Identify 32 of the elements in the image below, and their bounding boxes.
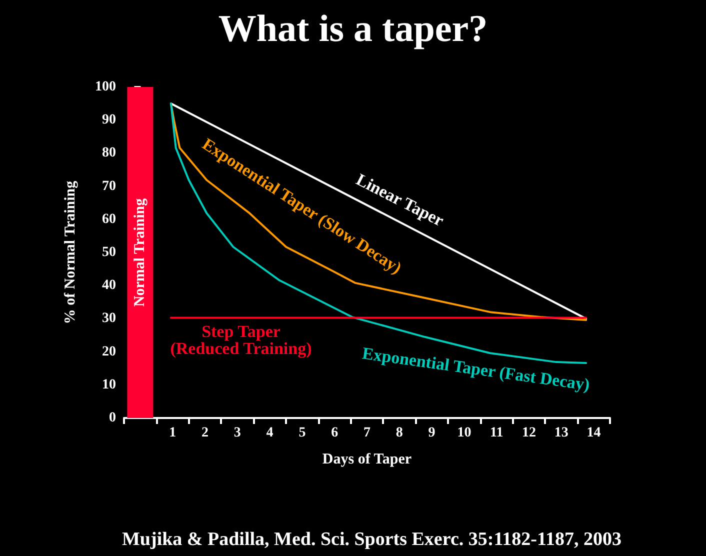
x-tick-label: 6 [331,426,338,440]
y-tick-label: 10 [102,377,116,392]
x-tick-label: 8 [396,426,403,440]
x-tick-label: 13 [554,426,568,440]
y-tick-label: 90 [102,112,116,128]
text: Exponential Taper (Fast Decay) [361,344,591,394]
x-tick-label: 2 [202,426,208,440]
y-tick-label: 30 [102,311,116,326]
x-tick-label: 12 [522,426,536,440]
y-tick-label: 80 [102,146,116,161]
text: Mujika & Padilla, Med. Sci. Sports Exerc. 35:1182-1187, 2003 [122,529,622,550]
y-axis-title: % of Normal Training [62,180,78,324]
chart-title: What is a taper? [218,8,488,50]
x-tick-label: 11 [490,426,504,440]
series-label: Step Taper (Reduced Training) [170,322,312,358]
y-tick-label: 20 [102,344,116,360]
x-tick-label: 5 [298,426,306,440]
x-tick-label: 7 [364,426,370,440]
series-label: Normal Training [132,198,148,307]
x-tick-label: 4 [266,426,274,440]
y-tick-label: 0 [109,410,116,426]
x-tick-label: 3 [234,426,241,440]
x-tick-label: 14 [586,426,601,440]
x-axis-title: Days of Taper [322,452,412,468]
y-tick-label: 60 [102,212,116,227]
x-tick-label: 1 [169,426,176,440]
x-tick-label: 10 [457,426,472,440]
y-tick-label: 70 [102,178,116,194]
y-tick-label: 40 [102,278,116,294]
x-tick-label: 9 [428,426,436,440]
y-tick-label: 100 [95,80,116,94]
y-tick-label: 50 [102,245,116,260]
